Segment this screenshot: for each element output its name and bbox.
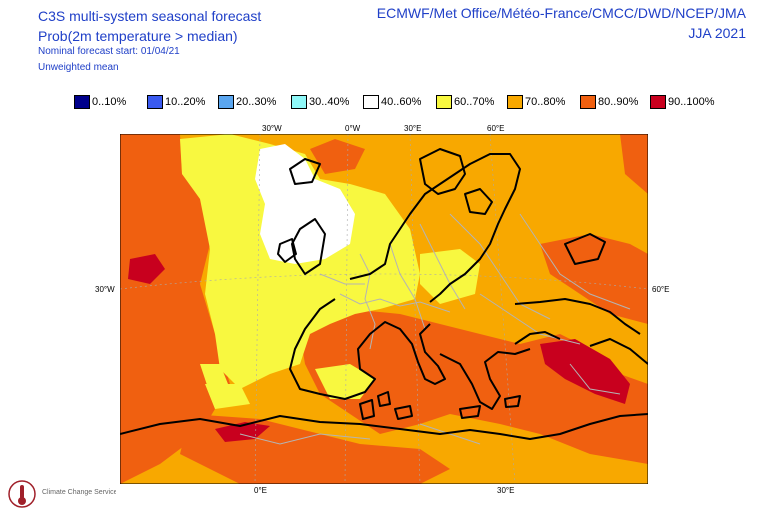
legend-swatch (650, 95, 666, 109)
logo-text: Climate Change Service (42, 489, 116, 496)
legend-label: 20..30% (236, 96, 277, 108)
top-tick-label: 30°W (262, 124, 282, 133)
c3s-logo: Climate Change Service (8, 480, 116, 508)
legend-swatch (74, 95, 90, 109)
legend-label: 90..100% (668, 96, 715, 108)
top-tick-label: 30°E (404, 124, 422, 133)
top-tick-label: 60°E (487, 124, 505, 133)
legend-label: 30..40% (309, 96, 350, 108)
legend-label: 40..60% (381, 96, 422, 108)
top-tick-label: 0°W (345, 124, 361, 133)
legend-label: 80..90% (598, 96, 639, 108)
graticule-lines (120, 134, 648, 484)
thermometer-bulb-icon (18, 497, 26, 505)
zone-40-60 (255, 144, 355, 264)
forecast-start: Nominal forecast start: 01/04/21 (38, 46, 180, 57)
map-subtitle: Prob(2m temperature > median) (38, 28, 238, 44)
legend-swatch (218, 95, 234, 109)
legend-label: 0..10% (92, 96, 127, 108)
weighting-note: Unweighted mean (38, 62, 119, 73)
legend-label: 70..80% (525, 96, 566, 108)
zone-90-100 (128, 254, 630, 442)
legend-swatch (580, 95, 596, 109)
bottom-tick-label: 30°E (497, 486, 515, 495)
thermometer-icon (20, 485, 24, 499)
legend-swatch (147, 95, 163, 109)
probability-map (120, 134, 648, 484)
providers-label: ECMWF/Met Office/Météo-France/CMCC/DWD/N… (376, 5, 746, 21)
legend-swatch (436, 95, 452, 109)
legend-swatch (363, 95, 379, 109)
logo-ring-icon (8, 480, 36, 508)
right-tick-label: 60°E (652, 285, 670, 294)
bottom-tick-label: 0°E (254, 486, 267, 495)
map-title: C3S multi-system seasonal forecast (38, 8, 262, 24)
legend-label: 10..20% (165, 96, 206, 108)
left-tick-label: 30°W (95, 285, 115, 294)
legend-swatch (507, 95, 523, 109)
legend-swatch (291, 95, 307, 109)
season-label: JJA 2021 (688, 25, 746, 41)
legend-label: 60..70% (454, 96, 495, 108)
coastlines (120, 148, 648, 440)
